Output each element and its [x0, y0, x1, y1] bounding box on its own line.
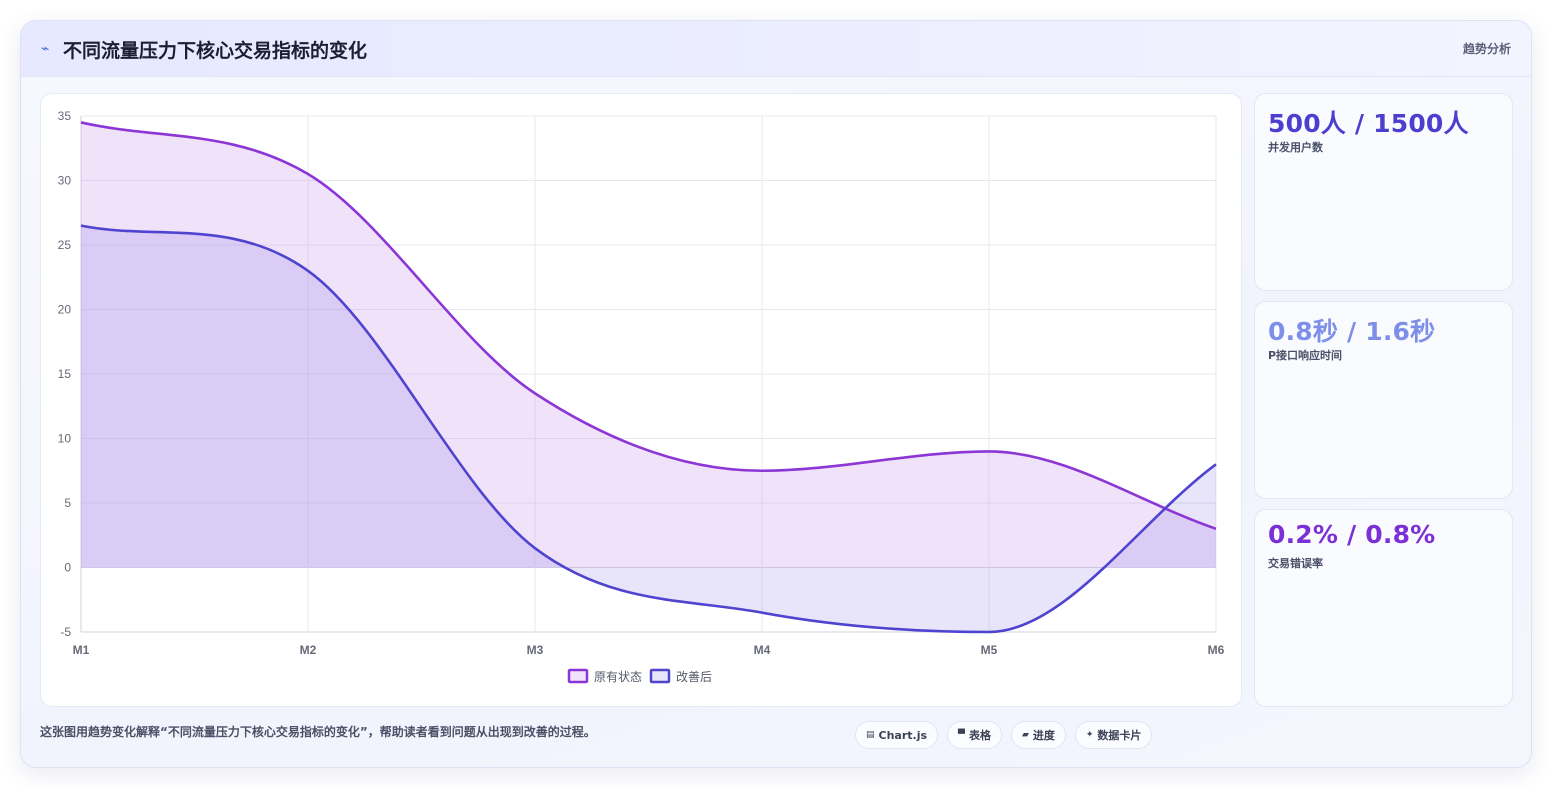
chart-icon: ▤	[866, 730, 875, 740]
chart-description: 这张图用趋势变化解释“不同流量压力下核心交易指标的变化”，帮助读者看到问题从出现…	[40, 725, 596, 739]
stat-label: P接口响应时间	[1268, 349, 1343, 362]
y-tick-label: 15	[58, 367, 72, 381]
page-title: 不同流量压力下核心交易指标的变化	[63, 40, 368, 62]
y-tick-label: 5	[64, 496, 71, 510]
x-tick-label: M5	[981, 643, 998, 657]
table-icon: ▀	[958, 730, 965, 740]
stat-card-concurrent-users: 500人 / 1500人 并发用户数	[1254, 93, 1513, 291]
chip-data-card[interactable]: ✦ 数据卡片	[1074, 721, 1153, 749]
legend-swatch	[567, 668, 589, 684]
x-tick-label: M3	[527, 643, 544, 657]
chip-group: ▤ Chart.js ▀ 表格 ▰ 进度 ✦ 数据卡片	[855, 721, 1153, 749]
stat-value: 0.2% / 0.8%	[1268, 520, 1436, 549]
chip-chartjs[interactable]: ▤ Chart.js	[855, 721, 939, 749]
chip-progress[interactable]: ▰ 进度	[1010, 721, 1066, 749]
series-area-1	[81, 225, 1216, 632]
x-tick-label: M2	[300, 643, 317, 657]
trend-icon: ⌁	[41, 41, 50, 57]
series-area-0	[81, 122, 1216, 568]
y-tick-label: 35	[58, 109, 72, 123]
chart-card: ⌁ 不同流量压力下核心交易指标的变化 趋势分析 -5 0 5 10 15 20 25 30 35…	[20, 20, 1532, 768]
chart-panel: -5 0 5 10 15 20 25 30 35 M1 M2 M3 M4 M5 M6 原有状态 改善后	[40, 93, 1242, 707]
stat-label: 并发用户数	[1268, 141, 1323, 154]
chip-label: 表格	[968, 729, 991, 742]
chip-table[interactable]: ▀ 表格	[947, 721, 1002, 749]
y-tick-label: 10	[58, 432, 72, 446]
y-tick-label: -5	[60, 625, 71, 639]
y-tick-label: 25	[58, 238, 72, 252]
series-line-0	[80, 121, 1217, 531]
stat-card-response-time: 0.8秒 / 1.6秒 P接口响应时间	[1254, 301, 1513, 499]
legend-label: 改善后	[676, 669, 712, 684]
stat-card-error-rate: 0.2% / 0.8% 交易错误率	[1254, 509, 1513, 707]
stat-value: 0.8秒 / 1.6秒	[1268, 317, 1436, 346]
sparkle-icon: ✦	[1085, 730, 1094, 740]
section-tag: 趋势分析	[1462, 42, 1511, 56]
line-chart: -5 0 5 10 15 20 25 30 35 M1 M2 M3 M4 M5 M6 原有状态 改善后	[58, 109, 1225, 684]
y-tick-label: 0	[64, 561, 71, 575]
y-tick-label: 20	[58, 303, 72, 317]
legend-swatch	[649, 668, 671, 684]
y-tick-label: 30	[58, 174, 72, 188]
card-header: ⌁ 不同流量压力下核心交易指标的变化 趋势分析	[21, 21, 1531, 77]
x-tick-label: M1	[73, 643, 90, 657]
legend-label: 原有状态	[594, 670, 642, 684]
stat-label: 交易错误率	[1268, 557, 1323, 570]
x-tick-label: M6	[1208, 643, 1225, 657]
x-tick-label: M4	[754, 643, 771, 657]
stat-value: 500人 / 1500人	[1268, 109, 1469, 138]
chip-label: 进度	[1032, 729, 1055, 742]
chip-label: Chart.js	[878, 728, 928, 742]
progress-icon: ▰	[1021, 730, 1029, 740]
chip-label: 数据卡片	[1097, 729, 1142, 742]
series-line-1	[80, 224, 1217, 634]
